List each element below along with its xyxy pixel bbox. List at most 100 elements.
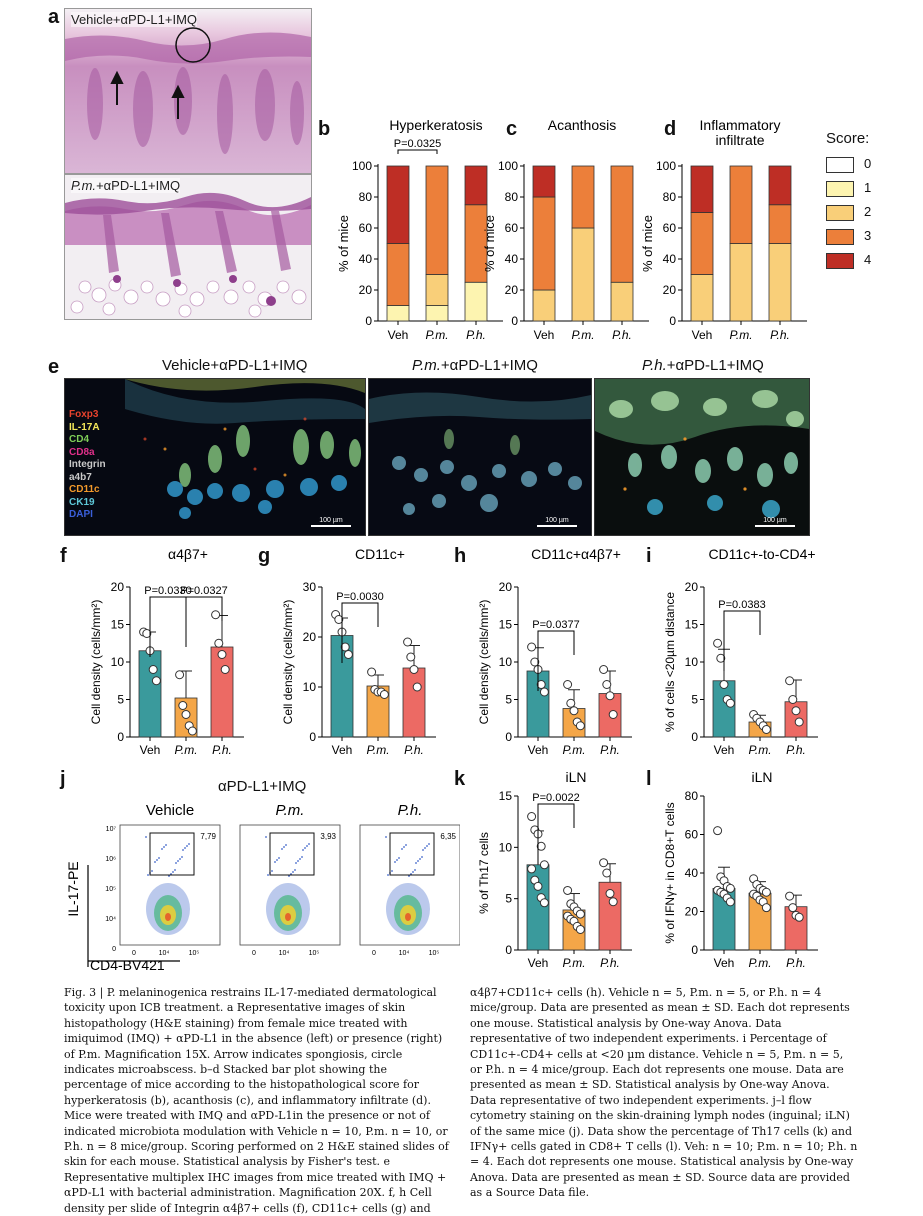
y-tick-label: 15	[685, 618, 699, 632]
y-tick-label: 40	[685, 866, 699, 880]
chart-title: CD11c+-to-CD4+	[708, 546, 815, 562]
flow-y-tick: 10⁷	[106, 826, 117, 833]
y-tick-label: 40	[505, 252, 519, 266]
scale-bar	[311, 525, 351, 527]
p-value: P=0.0022	[532, 792, 579, 804]
data-point	[175, 670, 185, 680]
histology-label-vehicle: Vehicle+αPD-L1+IMQ	[71, 12, 198, 27]
flow-event	[412, 871, 414, 873]
data-point	[181, 710, 191, 719]
flow-event	[165, 844, 167, 846]
bar-segment	[571, 165, 595, 229]
significance-bracket	[537, 803, 575, 864]
flow-event	[158, 857, 160, 859]
y-tick-label: 5	[691, 693, 698, 707]
data-point	[187, 726, 197, 736]
data-point	[785, 676, 795, 686]
y-tick-label: 100	[498, 159, 518, 173]
scale-bar-label: 100 µm	[545, 517, 569, 524]
bar	[712, 680, 736, 738]
flow-event	[281, 848, 283, 850]
data-point	[602, 680, 612, 689]
bar-segment	[768, 165, 792, 206]
data-point	[151, 676, 161, 686]
flow-event	[408, 875, 410, 877]
marker-label: CD8a	[69, 446, 95, 458]
bar-segment	[386, 165, 410, 244]
ihc-title-vehicle: Vehicle+αPD-L1+IMQ	[162, 357, 308, 374]
legend-swatch	[826, 204, 854, 221]
flow-x-tick: 10⁵	[429, 950, 440, 957]
chart-hyperkeratosis: Hyperkeratosis % of mice 0 20 40 60 80 100 Veh P.…	[336, 118, 503, 342]
flow-event	[403, 846, 405, 848]
flow-event	[174, 869, 176, 871]
data-point	[367, 667, 377, 677]
y-tick-label: 0	[505, 943, 512, 957]
chart-title: iLN	[751, 769, 772, 785]
chart-cd11c-a4b7-density: CD11c+α4β7+ Cell density (cells/mm²) 0 5 10 1…	[477, 546, 632, 757]
flow-y-tick: 10⁶	[105, 856, 116, 863]
y-tick-label: 5	[505, 892, 512, 906]
chart-title: CD11c+	[355, 546, 405, 562]
data-point	[142, 629, 152, 638]
flow-y-axis-label: IL-17-PE	[65, 861, 81, 916]
data-point	[761, 725, 771, 734]
y-tick-label: 80	[505, 190, 519, 204]
y-tick-label: 20	[303, 630, 317, 644]
panel-letter-h: h	[454, 545, 467, 567]
data-point	[409, 665, 419, 674]
x-tick-label: Veh	[140, 743, 161, 757]
flow-gate	[149, 832, 195, 876]
y-tick-label: 10	[499, 655, 513, 669]
y-tick-label: 20	[685, 580, 699, 594]
y-tick-label: 0	[669, 314, 676, 328]
flow-event	[419, 858, 421, 860]
data-point	[569, 706, 579, 716]
ihc-ph-drawing	[595, 379, 809, 535]
chart-cd11c-density: CD11c+ Cell density (cells/mm²) 0 10 20 30 Veh…	[281, 546, 436, 757]
flow-event	[422, 849, 424, 851]
x-tick-label: P.h.	[770, 328, 790, 342]
flow-event	[304, 847, 306, 849]
marker-label: Foxp3	[69, 409, 99, 420]
flow-event	[170, 873, 172, 875]
x-tick-label: P.m.	[366, 743, 389, 757]
bar-segment	[729, 243, 753, 322]
x-tick-label: P.m.	[748, 956, 771, 970]
significance-bracket	[149, 596, 187, 657]
y-tick-label: 20	[505, 283, 519, 297]
flow-gate	[269, 832, 315, 876]
ihc-pm-drawing	[369, 379, 591, 535]
flow-event	[290, 873, 292, 875]
x-tick-label: Veh	[714, 743, 735, 757]
data-point	[211, 610, 221, 620]
data-point	[379, 690, 389, 699]
panel-letter-d: d	[664, 118, 677, 140]
bar-segment	[532, 289, 556, 322]
histology-image-vehicle: Vehicle+αPD-L1+IMQ	[64, 8, 312, 174]
flow-density-peak	[285, 913, 291, 921]
data-point	[406, 652, 416, 662]
data-point	[794, 717, 804, 727]
bar-segment	[690, 274, 714, 322]
significance-bracket	[397, 149, 438, 154]
flow-event	[424, 847, 426, 849]
histology-vehicle-drawing	[65, 9, 311, 173]
y-tick-label: 5	[117, 693, 124, 707]
x-tick-label: P.h.	[612, 328, 632, 342]
flow-event	[401, 848, 403, 850]
y-tick-label: 5	[505, 693, 512, 707]
data-point	[403, 637, 413, 647]
flow-event	[299, 858, 301, 860]
data-point	[539, 860, 549, 870]
p-value: P=0.0377	[532, 619, 579, 631]
data-point	[527, 642, 537, 652]
flow-event	[306, 845, 308, 847]
x-tick-label: Veh	[714, 956, 735, 970]
x-tick-label: P.h.	[600, 956, 620, 970]
flow-event	[385, 836, 387, 838]
marker-label: IL-17A	[69, 421, 100, 433]
data-point	[788, 695, 798, 704]
y-tick-label: 10	[111, 655, 125, 669]
